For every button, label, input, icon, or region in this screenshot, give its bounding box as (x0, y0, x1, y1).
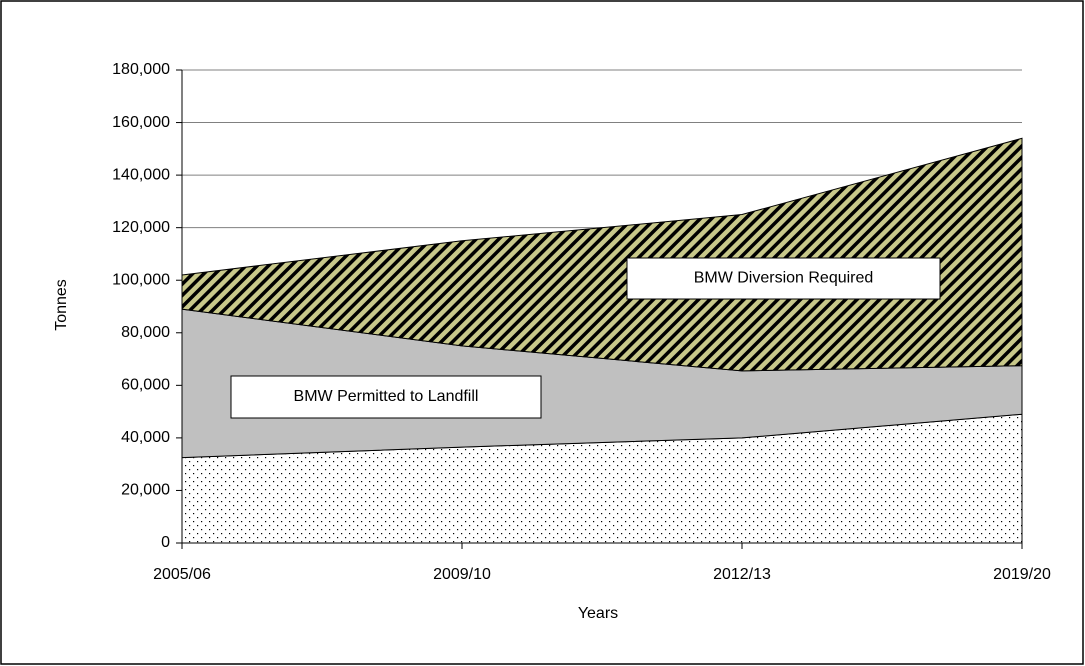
y-tick-label: 40,000 (121, 429, 170, 446)
series-label: BMW Diversion Required (694, 270, 874, 287)
y-tick-label: 140,000 (112, 166, 170, 183)
x-axis-label: Years (578, 605, 618, 622)
series-label-box (626, 257, 941, 300)
y-tick-label: 180,000 (112, 61, 170, 78)
area (181, 137, 1023, 372)
x-tick-label: 2019/20 (993, 566, 1051, 583)
series-label: BMW Permitted to Landfill (294, 388, 479, 405)
y-tick-label: 100,000 (112, 271, 170, 288)
x-tick-label: 2005/06 (153, 566, 211, 583)
y-tick-label: 80,000 (121, 324, 170, 341)
y-axis-label: Tonnes (53, 279, 70, 331)
y-tick-label: 60,000 (121, 377, 170, 394)
y-tick-label: 120,000 (112, 219, 170, 236)
y-tick-label: 160,000 (112, 114, 170, 131)
y-tick-label: 0 (161, 534, 170, 551)
series-label-box (230, 375, 542, 419)
x-tick-label: 2012/13 (713, 566, 771, 583)
x-tick-label: 2009/10 (433, 566, 491, 583)
y-tick-label: 20,000 (121, 482, 170, 499)
